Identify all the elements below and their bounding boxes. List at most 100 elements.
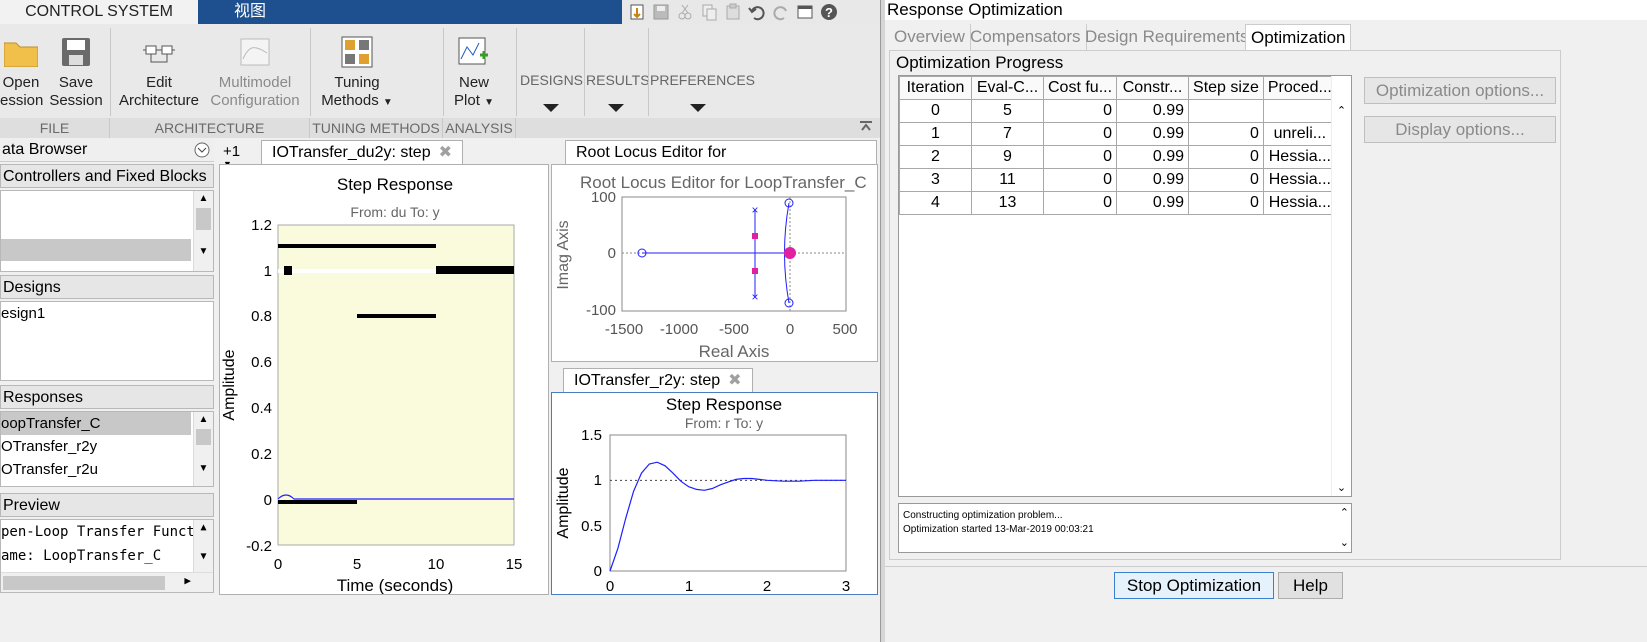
scroll-down-icon[interactable]: ▼ xyxy=(198,246,209,257)
open-session-button[interactable]: Open ession xyxy=(0,30,43,110)
controllers-scrollbar[interactable]: ▲ ▼ xyxy=(193,191,213,271)
tab-compensators[interactable]: Compensators xyxy=(965,24,1087,50)
requirement-bounds[interactable] xyxy=(278,244,514,504)
help-icon[interactable]: ? xyxy=(820,3,838,21)
scroll-up-icon[interactable]: ⌃ xyxy=(1336,105,1347,117)
close-icon[interactable]: ✖ xyxy=(438,144,452,161)
column-header[interactable]: Step size xyxy=(1188,76,1264,100)
collapse-ribbon-icon[interactable] xyxy=(858,118,874,134)
close-icon[interactable]: ✖ xyxy=(728,372,742,389)
scroll-down-icon[interactable]: ▼ xyxy=(200,551,207,562)
table-cell: 0 xyxy=(1188,191,1264,215)
column-header[interactable]: Constr... xyxy=(1116,76,1190,100)
preview-header[interactable]: Preview xyxy=(0,493,214,517)
table-row[interactable]: 0 5 0 0.99 xyxy=(899,99,1337,123)
column-header[interactable]: Iteration xyxy=(899,76,972,100)
scroll-right-icon[interactable]: ▶ xyxy=(184,574,191,587)
column-header[interactable]: Proced... xyxy=(1262,76,1337,100)
plot-du2y-svg[interactable]: Step Response From: du To: y Amplitude T… xyxy=(220,165,550,594)
preferences-label: PREFERENCES xyxy=(650,72,756,88)
optimization-options-button[interactable]: Optimization options... xyxy=(1364,77,1556,104)
table-row[interactable]: 3 11 0 0.99 0 Hessia... xyxy=(899,168,1337,192)
save-session-button[interactable]: Save Session xyxy=(48,30,104,110)
closed-loop-pole[interactable] xyxy=(752,233,758,239)
controllers-header[interactable]: Controllers and Fixed Blocks xyxy=(0,164,214,188)
undo-icon[interactable] xyxy=(748,3,766,21)
tab-r2y-step[interactable]: IOTransfer_r2y: step ✖ xyxy=(563,368,753,392)
responses-list[interactable]: oopTransfer_C OTransfer_r2y OTransfer_r2… xyxy=(0,411,214,487)
designs-gallery[interactable]: DESIGNS xyxy=(520,72,583,112)
tab-du2y-step[interactable]: IOTransfer_du2y: step ✖ xyxy=(261,140,463,164)
preview-scrollbar[interactable]: ▲ ▼ xyxy=(193,520,213,572)
help-button[interactable]: Help xyxy=(1278,572,1343,599)
pole-marker[interactable]: × xyxy=(751,290,758,304)
display-options-button[interactable]: Display options... xyxy=(1364,116,1556,143)
preferences-gallery[interactable]: PREFERENCES xyxy=(650,72,756,112)
copy-icon[interactable] xyxy=(700,3,718,21)
pole-marker[interactable]: × xyxy=(751,203,758,217)
column-header[interactable]: Cost fu... xyxy=(1042,76,1118,100)
scroll-up-icon[interactable]: ▲ xyxy=(200,522,207,533)
scroll-up-icon[interactable]: ⌃ xyxy=(1339,507,1349,519)
zero-marker[interactable] xyxy=(784,198,794,208)
closed-loop-pole[interactable] xyxy=(784,247,796,259)
xtick-label: 500 xyxy=(832,321,857,338)
toolstrip-ribbon: Open ession Save Session Edit Architectu… xyxy=(0,24,880,138)
zero-marker[interactable] xyxy=(637,248,647,258)
scroll-down-icon[interactable]: ⌄ xyxy=(1339,537,1349,549)
designs-list[interactable]: esign1 xyxy=(0,301,214,381)
tab-view[interactable]: 视图 xyxy=(234,3,267,20)
table-row[interactable]: 2 9 0 0.99 0 Hessia... xyxy=(899,145,1337,169)
table-row[interactable]: 4 13 0 0.99 0 Hessia... xyxy=(899,191,1337,215)
save-icon[interactable] xyxy=(652,3,670,21)
tab-root-locus[interactable]: Root Locus Editor for LoopTransfer_C✖ xyxy=(565,140,877,164)
import-icon[interactable] xyxy=(628,3,646,21)
progress-table[interactable]: Iteration Eval-C... Cost fu... Constr...… xyxy=(899,76,1337,215)
cut-icon[interactable] xyxy=(676,3,694,21)
paste-icon[interactable] xyxy=(724,3,742,21)
column-header[interactable]: Eval-C... xyxy=(971,76,1044,100)
zero-marker[interactable] xyxy=(784,298,794,308)
new-plot-button[interactable]: New Plot ▼ xyxy=(446,30,502,112)
table-cell: Hessia... xyxy=(1262,191,1337,215)
tab-control-system[interactable]: CONTROL SYSTEM xyxy=(0,0,198,24)
stop-optimization-button[interactable]: Stop Optimization xyxy=(1114,572,1274,599)
responses-header[interactable]: Responses xyxy=(0,385,214,409)
tuning-methods-button[interactable]: Tuning Methods ▼ xyxy=(316,30,398,112)
list-item[interactable]: OTransfer_r2u xyxy=(1,461,98,478)
closed-loop-pole[interactable] xyxy=(752,268,758,274)
xtick-label: 1 xyxy=(685,578,693,594)
plot-r2y-svg[interactable]: Step Response From: r To: y Amplitude 1.… xyxy=(552,393,877,594)
scroll-down-icon[interactable]: ▼ xyxy=(198,463,209,474)
response-optimization-window: Response Optimization Overview Compensat… xyxy=(885,0,1647,642)
tab-design-requirements[interactable]: Design Requirements xyxy=(1080,24,1255,50)
edit-architecture-button[interactable]: Edit Architecture xyxy=(116,30,202,110)
redo-icon[interactable] xyxy=(772,3,790,21)
scroll-up-icon[interactable]: ▲ xyxy=(198,414,209,425)
designs-header[interactable]: Designs xyxy=(0,275,214,299)
plot-rootlocus-axes xyxy=(621,196,847,312)
plot-rootlocus-xlabel: Real Axis xyxy=(699,342,770,361)
results-gallery[interactable]: RESULTS xyxy=(586,72,650,112)
table-scrollbar[interactable]: ⌃ ⌄ xyxy=(1331,76,1351,496)
plot-du2y-title: Step Response xyxy=(337,175,453,194)
list-item[interactable]: esign1 xyxy=(1,305,46,322)
tab-overview[interactable]: Overview xyxy=(889,24,971,50)
plot-rootlocus-svg[interactable]: Root Locus Editor for LoopTransfer_C × ×… xyxy=(552,165,877,361)
panel-menu-icon[interactable] xyxy=(194,142,210,158)
responses-scrollbar[interactable]: ▲ ▼ xyxy=(193,412,213,486)
table-row[interactable]: 1 7 0 0.99 0 unreli... xyxy=(899,122,1337,146)
controllers-list[interactable]: ▲ ▼ xyxy=(0,190,214,272)
log-line: Constructing optimization problem... xyxy=(903,510,1063,521)
preview-hscrollbar[interactable]: ▶ xyxy=(1,572,213,592)
list-item[interactable]: OTransfer_r2y xyxy=(1,438,98,455)
list-item[interactable] xyxy=(1,239,191,261)
window-splitter[interactable] xyxy=(880,0,885,642)
scroll-down-icon[interactable]: ⌄ xyxy=(1336,482,1347,494)
ytick-label: 100 xyxy=(591,189,616,206)
window-layout-icon[interactable] xyxy=(796,3,814,21)
scroll-up-icon[interactable]: ▲ xyxy=(198,193,209,204)
multimodel-configuration-button[interactable]: Multimodel Configuration xyxy=(206,30,304,110)
tab-optimization[interactable]: Optimization xyxy=(1245,24,1352,50)
list-item[interactable]: oopTransfer_C xyxy=(1,412,191,435)
